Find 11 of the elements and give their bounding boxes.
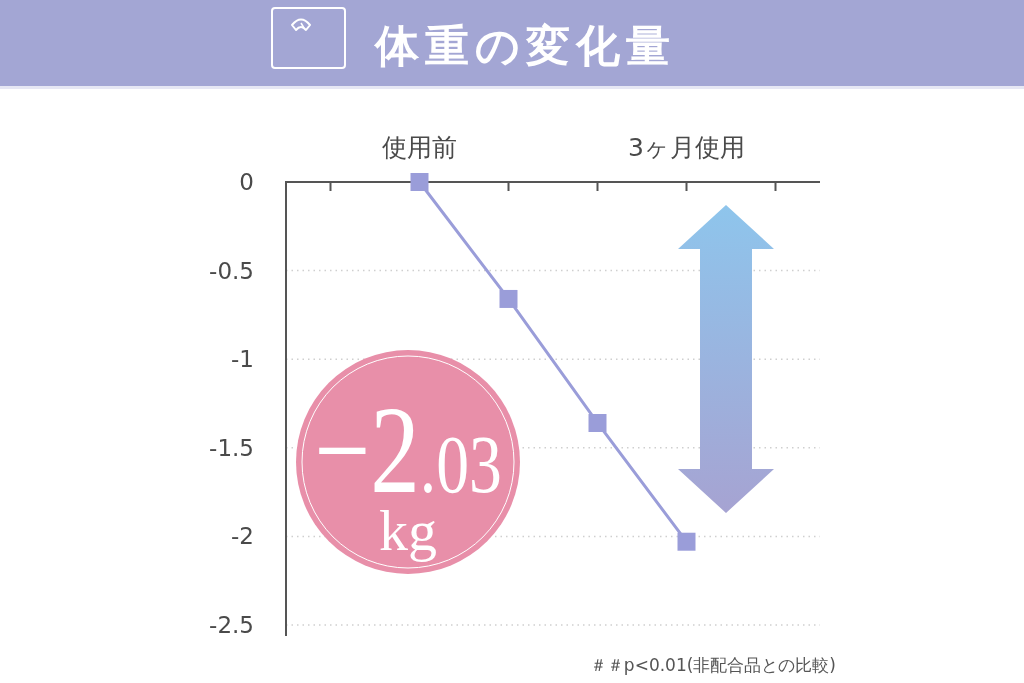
y-tick-label: -1.5 xyxy=(209,434,254,461)
y-tick-label: -2 xyxy=(231,523,254,550)
y-tick-label: -0.5 xyxy=(209,257,254,284)
chart-title: 体重の変化量 xyxy=(373,20,676,71)
y-tick-label: -1 xyxy=(231,346,254,373)
annotation: −2.03 kg xyxy=(314,381,502,563)
y-tick-label: 0 xyxy=(239,169,254,195)
x-tick-label: 3ヶ月使用 xyxy=(628,133,745,162)
x-tick-label: 使用前 xyxy=(382,133,457,162)
text: ＃＃p<0.01(非配合品との比較) xyxy=(589,655,836,675)
y-tick-label: -2.5 xyxy=(209,612,254,638)
